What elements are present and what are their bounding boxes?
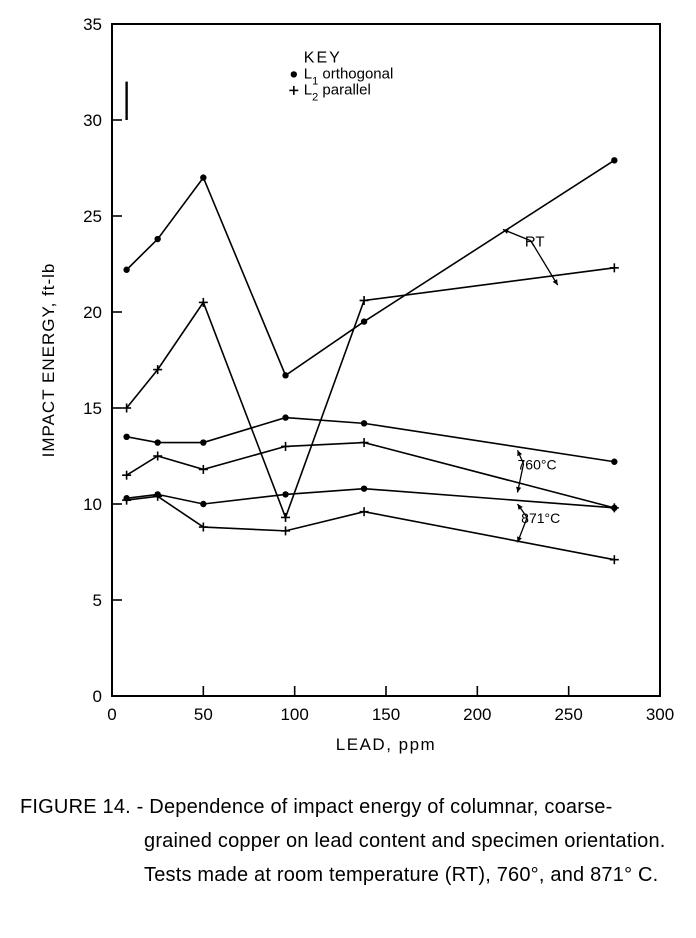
figure-label: FIGURE 14. - — [20, 796, 149, 818]
x-tick-label: 250 — [554, 705, 582, 724]
series-line — [127, 418, 615, 462]
series-line — [127, 496, 615, 559]
series-line — [127, 443, 615, 508]
series-line — [127, 160, 615, 375]
series-line — [127, 268, 615, 518]
x-tick-label: 150 — [372, 705, 400, 724]
y-axis-label: IMPACT ENERGY, ft-lb — [39, 263, 58, 458]
data-marker-dot — [611, 459, 617, 465]
plot-frame — [112, 24, 660, 696]
annotation-arrowhead — [518, 504, 523, 510]
chart-area: 0 50 100 150 200 250 300 LEAD, ppm 0 5 10 15 20 25 30 3… — [20, 10, 676, 770]
data-marker-dot — [611, 505, 617, 511]
x-tick-label: 300 — [646, 705, 674, 724]
data-marker-dot — [200, 439, 206, 445]
data-marker-dot — [200, 174, 206, 180]
data-marker-dot — [361, 318, 367, 324]
x-tick-label: 50 — [194, 705, 213, 724]
y-tick-label: 30 — [83, 111, 102, 130]
data-marker-dot — [282, 491, 288, 497]
data-marker-dot — [291, 71, 297, 77]
legend-title: KEY — [304, 49, 342, 66]
data-marker-dot — [123, 434, 129, 440]
data-marker-dot — [611, 157, 617, 163]
x-tick-label: 0 — [107, 705, 116, 724]
annotation-arrowhead — [516, 487, 521, 493]
data-marker-dot — [282, 372, 288, 378]
page: { "chart": { "type": "line", "width_px":… — [0, 0, 696, 938]
y-tick-label: 0 — [93, 687, 102, 706]
y-tick-label: 15 — [83, 399, 102, 418]
y-tick-label: 5 — [93, 591, 102, 610]
data-marker-dot — [361, 485, 367, 491]
series-line — [127, 489, 615, 508]
figure-caption: FIGURE 14. - Dependence of impact energy… — [20, 790, 676, 892]
data-marker-dot — [123, 267, 129, 273]
figure-caption-text: Dependence of impact energy of columnar,… — [144, 796, 666, 886]
data-marker-dot — [282, 414, 288, 420]
y-tick-label: 20 — [83, 303, 102, 322]
y-tick-label: 10 — [83, 495, 102, 514]
data-marker-dot — [154, 439, 160, 445]
y-tick-label: 35 — [83, 15, 102, 34]
x-tick-label: 200 — [463, 705, 491, 724]
chart-svg: 0 50 100 150 200 250 300 LEAD, ppm 0 5 10 15 20 25 30 3… — [20, 10, 676, 770]
data-marker-dot — [361, 420, 367, 426]
x-tick-label: 100 — [280, 705, 308, 724]
data-marker-dot — [200, 501, 206, 507]
x-axis-label: LEAD, ppm — [336, 735, 436, 754]
data-marker-dot — [154, 236, 160, 242]
y-tick-label: 25 — [83, 207, 102, 226]
